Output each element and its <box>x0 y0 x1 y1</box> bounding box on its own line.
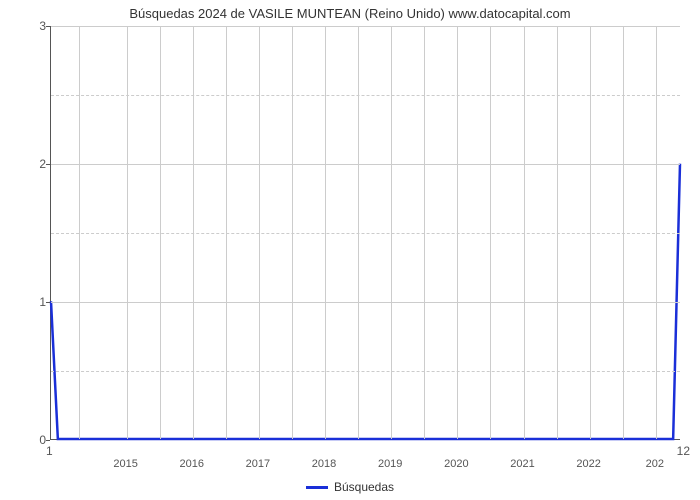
v-gridline <box>590 26 591 439</box>
x-max-label: 12 <box>677 444 690 458</box>
x-tick-label: 2019 <box>378 458 402 470</box>
v-gridline <box>490 26 491 439</box>
h-gridline <box>51 26 680 27</box>
x-tick-label: 2018 <box>312 458 336 470</box>
y-tick-label: 0 <box>28 433 46 447</box>
v-gridline <box>127 26 128 439</box>
v-gridline <box>557 26 558 439</box>
h-gridline <box>51 164 680 165</box>
y-tick-label: 2 <box>28 157 46 171</box>
legend-swatch <box>306 486 328 489</box>
v-gridline <box>193 26 194 439</box>
v-gridline <box>391 26 392 439</box>
legend: Búsquedas <box>0 480 700 494</box>
x-tick-label: 2017 <box>246 458 270 470</box>
v-gridline <box>623 26 624 439</box>
x-tick-label: 2021 <box>510 458 534 470</box>
y-tick-mark <box>46 440 50 441</box>
y-tick-mark <box>46 164 50 165</box>
v-gridline <box>160 26 161 439</box>
h-gridline-dashed <box>51 371 680 372</box>
plot-area <box>50 26 680 440</box>
y-tick-mark <box>46 26 50 27</box>
v-gridline <box>79 26 80 439</box>
v-gridline <box>656 26 657 439</box>
h-gridline-dashed <box>51 95 680 96</box>
v-gridline <box>358 26 359 439</box>
v-gridline <box>292 26 293 439</box>
v-gridline <box>259 26 260 439</box>
v-gridline <box>226 26 227 439</box>
v-gridline <box>325 26 326 439</box>
x-tick-label: 202 <box>646 458 664 470</box>
legend-label: Búsquedas <box>334 480 394 494</box>
h-gridline <box>51 302 680 303</box>
x-tick-label: 2020 <box>444 458 468 470</box>
x-tick-label: 2022 <box>576 458 600 470</box>
y-tick-mark <box>46 302 50 303</box>
x-tick-label: 2016 <box>180 458 204 470</box>
h-gridline-dashed <box>51 233 680 234</box>
v-gridline <box>457 26 458 439</box>
x-tick-label: 2015 <box>113 458 137 470</box>
chart-title: Búsquedas 2024 de VASILE MUNTEAN (Reino … <box>0 6 700 21</box>
y-tick-label: 1 <box>28 295 46 309</box>
v-gridline <box>424 26 425 439</box>
x-origin-label: 1 <box>46 444 53 458</box>
y-tick-label: 3 <box>28 19 46 33</box>
v-gridline <box>524 26 525 439</box>
